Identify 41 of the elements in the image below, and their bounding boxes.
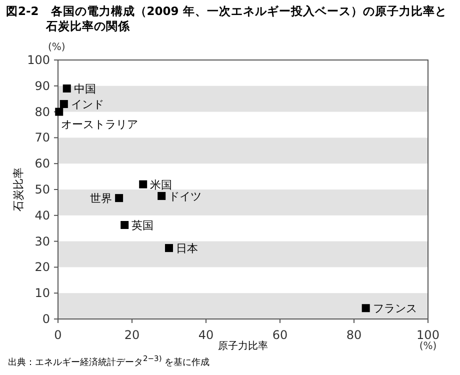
y-tick-label: 90 (34, 78, 50, 93)
annotation: インド (70, 98, 104, 112)
y-tick-label: 50 (34, 182, 50, 196)
y-tick-label: 10 (34, 286, 50, 300)
x-tick-label: 80 (346, 328, 362, 342)
source-note: 出典：エネルギー経済統計データ$^{2−3)}$ を基に作成 (8, 354, 210, 369)
x-axis-title: 原子力比率 (218, 340, 268, 352)
y-tick-label: 40 (34, 208, 50, 222)
point (362, 304, 370, 312)
point (115, 194, 124, 202)
y-tick-label: 60 (34, 156, 50, 171)
annotation: 日本 (176, 242, 198, 256)
annotation: オーストラリア (61, 118, 138, 131)
point (60, 100, 68, 108)
point (139, 180, 148, 188)
annotation: 英国 (132, 218, 154, 232)
point (158, 192, 166, 200)
chart-title: 図2-2 各国の電力構成（2009 年、一次エネルギー投入ベース）の原子力比率と石炭比率の関係 (6, 4, 448, 34)
point (120, 220, 129, 229)
annotation: 中国 (74, 82, 96, 96)
x-tick-label: 100 (416, 328, 440, 342)
y-tick-label: 100 (27, 53, 50, 67)
x-tick-label: 60 (272, 328, 288, 342)
text: (%) (48, 42, 66, 53)
y-tick-label: 80 (34, 104, 50, 119)
point (55, 108, 64, 116)
point (62, 84, 71, 92)
y-tick-label: 70 (34, 130, 50, 145)
x-tick-label: 0 (54, 328, 62, 342)
annotation: 世界 (90, 192, 112, 206)
y-axis-title: 石炭比率 (12, 168, 25, 212)
y-tick-label: 0 (42, 312, 50, 326)
annotation: フランス (372, 302, 417, 316)
y-tick-label: 20 (34, 260, 50, 274)
x-tick-label: 20 (124, 328, 140, 342)
annotation: ドイツ (168, 190, 202, 203)
x-tick-label: 40 (198, 328, 214, 342)
text: (%) (419, 341, 437, 352)
y-tick-label: 30 (34, 234, 50, 248)
point (165, 244, 173, 252)
annotation: 米国 (150, 178, 172, 192)
